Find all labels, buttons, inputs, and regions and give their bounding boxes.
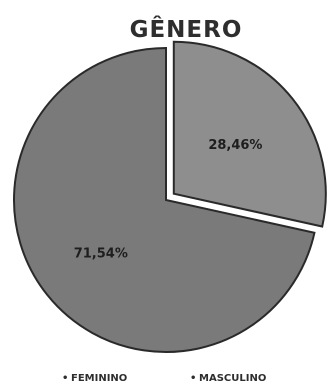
chart-title: GÊNERO — [130, 15, 243, 43]
legend-label-masculino: MASCULINO — [199, 373, 266, 384]
legend-label-feminino: FEMININO — [71, 373, 127, 384]
pie-slices — [13, 40, 327, 353]
legend-marker-feminino: • — [62, 373, 68, 384]
slice-label-feminino: 71,54% — [74, 246, 128, 261]
legend-marker-masculino: • — [190, 373, 196, 384]
slice-labels: 28,46% 71,54% — [74, 138, 263, 261]
legend: • FEMININO • MASCULINO — [62, 373, 266, 384]
pie-slice-masculino — [172, 40, 327, 228]
slice-label-masculino: 28,46% — [208, 138, 262, 153]
pie-slice-feminino — [13, 46, 316, 353]
